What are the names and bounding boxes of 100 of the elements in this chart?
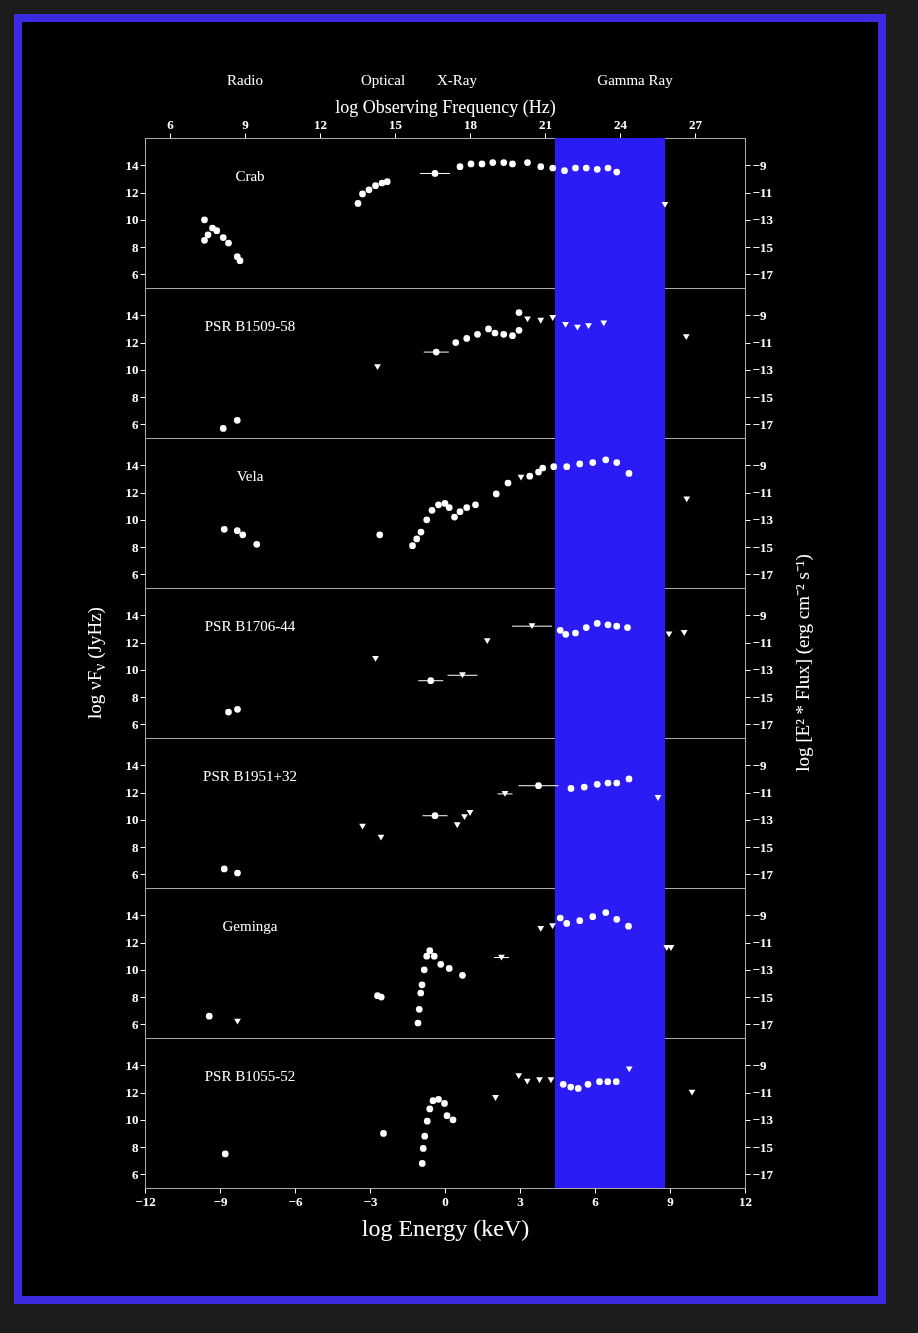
annotation: PSR B1706-44: [204, 618, 296, 634]
y2-tick-label: −13: [752, 512, 774, 528]
point: [585, 323, 592, 330]
point: [418, 1160, 426, 1167]
point: [430, 952, 438, 960]
y2-tick-label: −11: [752, 335, 773, 351]
y2-tick-label: −17: [752, 1166, 774, 1182]
y2-tick-label: −17: [752, 416, 774, 432]
point: [567, 785, 575, 792]
point: [576, 917, 584, 925]
text: Radio: [227, 72, 263, 88]
point: [572, 629, 579, 637]
point: [624, 624, 631, 631]
y-tick-label: 12: [125, 935, 139, 951]
y2-tick-label: −11: [752, 935, 773, 951]
y-tick-label: 8: [132, 989, 139, 1005]
y-tick-label: 14: [125, 457, 139, 473]
point: [589, 913, 597, 920]
point: [225, 708, 232, 716]
y2-tick-label: −15: [752, 239, 774, 255]
point: [380, 1130, 387, 1137]
y-tick-label: 14: [125, 157, 139, 173]
point: [625, 775, 633, 783]
point: [492, 490, 500, 498]
point: [562, 321, 569, 328]
point: [556, 914, 564, 922]
point: [233, 416, 241, 424]
point: [537, 163, 545, 170]
point: [428, 506, 436, 514]
y2-axis-title: log [E² * Flux] (erg cm⁻² s⁻¹): [791, 554, 814, 772]
y-tick-label: 12: [125, 335, 139, 351]
y2-tick-label: −17: [752, 266, 774, 282]
x2-tick-label: 12: [314, 116, 327, 132]
point: [574, 1085, 582, 1092]
y2-tick-label: −11: [752, 1085, 773, 1101]
point: [613, 622, 621, 630]
y2-tick-label: −9: [752, 907, 767, 923]
point: [489, 159, 497, 166]
point: [233, 527, 241, 535]
annotation: PSR B1055-52: [204, 1068, 296, 1084]
point: [567, 1083, 575, 1091]
y2-tick-label: −13: [752, 362, 774, 378]
x-tick-label: 0: [442, 1193, 449, 1209]
point: [509, 160, 516, 168]
y2-tick-label: −17: [752, 566, 774, 582]
point: [547, 1077, 555, 1084]
point: [492, 1095, 499, 1101]
y2-tick-label: −11: [752, 785, 773, 801]
point: [593, 166, 601, 173]
y-tick-label: 12: [125, 635, 139, 651]
y-tick-label: 10: [125, 1112, 139, 1128]
y-tick-label: 10: [125, 212, 139, 228]
y2-tick-label: −11: [752, 635, 773, 651]
point: [625, 922, 632, 930]
point: [420, 966, 428, 974]
y-tick-label: 12: [125, 1085, 139, 1101]
x2-tick-label: 21: [539, 116, 552, 132]
point: [683, 496, 691, 503]
point: [604, 779, 612, 787]
point: [625, 1066, 633, 1073]
point: [234, 869, 241, 877]
point: [613, 916, 621, 923]
point: [463, 504, 471, 511]
point: [535, 782, 542, 790]
point: [219, 425, 227, 432]
point: [354, 200, 362, 207]
point: [491, 329, 499, 337]
point: [427, 677, 435, 685]
y-tick-label: 8: [132, 539, 139, 555]
point: [661, 201, 669, 208]
point: [536, 1077, 543, 1084]
point: [359, 823, 366, 830]
x-tick-label: −12: [135, 1193, 156, 1209]
y2-tick-label: −13: [752, 812, 774, 828]
point: [593, 781, 601, 788]
x-tick-label: 9: [667, 1193, 675, 1209]
y2-tick-label: −15: [752, 539, 774, 555]
point: [423, 516, 431, 524]
x-tick-label: 12: [739, 1193, 752, 1209]
point: [423, 952, 431, 960]
point: [435, 501, 442, 509]
y2-tick-label: −13: [752, 1112, 774, 1128]
y2-tick-label: −17: [752, 1016, 774, 1032]
point: [582, 624, 590, 631]
point: [459, 971, 466, 979]
point: [467, 160, 475, 168]
point: [549, 923, 556, 930]
annotation: PSR B1951+32: [203, 768, 297, 784]
y2-tick-label: −15: [752, 389, 774, 405]
point: [654, 795, 662, 801]
point: [500, 159, 508, 166]
annotation: PSR B1509-58: [204, 318, 296, 334]
point: [221, 1150, 229, 1158]
point: [604, 164, 612, 172]
y-tick-label: 14: [125, 757, 139, 773]
y-tick-label: 6: [132, 266, 139, 282]
point: [437, 961, 445, 968]
point: [459, 672, 466, 679]
point: [213, 227, 221, 235]
point: [441, 1100, 448, 1107]
